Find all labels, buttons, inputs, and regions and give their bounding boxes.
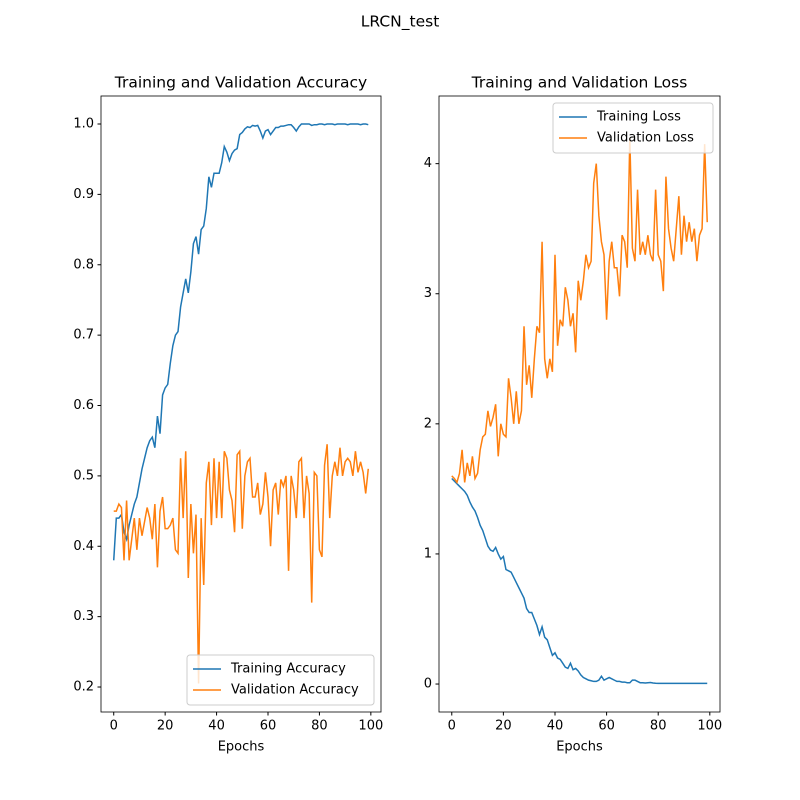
y-tick-label: 0.7 xyxy=(73,328,94,343)
x-tick-label: 40 xyxy=(547,719,564,734)
x-axis-label: Epochs xyxy=(218,740,265,755)
y-tick-label: 0.2 xyxy=(73,680,94,695)
data-line xyxy=(112,123,369,561)
legend-label: Training Loss xyxy=(596,110,681,125)
axes-title: Training and Validation Accuracy xyxy=(114,74,367,92)
x-tick-label: 20 xyxy=(495,719,512,734)
x-tick-label: 100 xyxy=(697,719,722,734)
x-tick-label: 20 xyxy=(157,719,174,734)
data-line xyxy=(451,137,708,485)
y-tick-label: 3 xyxy=(424,286,432,301)
x-tick-label: 60 xyxy=(260,719,277,734)
legend-label: Validation Loss xyxy=(597,131,694,146)
axes-frame xyxy=(100,95,382,713)
x-tick-label: 100 xyxy=(358,719,383,734)
x-tick-label: 0 xyxy=(110,719,118,734)
x-tick-label: 0 xyxy=(448,719,456,734)
data-line xyxy=(113,444,370,684)
y-tick-label: 0.5 xyxy=(73,468,94,483)
data-line xyxy=(451,477,708,685)
y-tick-label: 0.8 xyxy=(73,257,94,272)
x-tick-label: 80 xyxy=(311,719,328,734)
y-tick-label: 0.3 xyxy=(73,609,94,624)
figure-title: LRCN_test xyxy=(361,13,440,32)
legend-label: Training Accuracy xyxy=(230,662,346,677)
x-axis-label: Epochs xyxy=(556,740,603,755)
y-tick-label: 4 xyxy=(424,156,432,171)
legend-label: Validation Accuracy xyxy=(231,683,359,698)
y-tick-label: 0 xyxy=(424,677,432,692)
y-tick-label: 0.6 xyxy=(73,398,94,413)
y-tick-label: 2 xyxy=(424,416,432,431)
y-tick-label: 1.0 xyxy=(73,117,94,132)
y-tick-label: 0.4 xyxy=(73,539,94,554)
axes-title: Training and Validation Loss xyxy=(471,74,688,92)
x-tick-label: 40 xyxy=(208,719,225,734)
y-tick-label: 1 xyxy=(424,546,432,561)
legend-box xyxy=(552,102,714,154)
y-tick-label: 0.9 xyxy=(73,187,94,202)
x-tick-label: 80 xyxy=(650,719,667,734)
axes-frame xyxy=(438,95,721,713)
x-tick-label: 60 xyxy=(598,719,615,734)
legend-box xyxy=(186,654,375,706)
